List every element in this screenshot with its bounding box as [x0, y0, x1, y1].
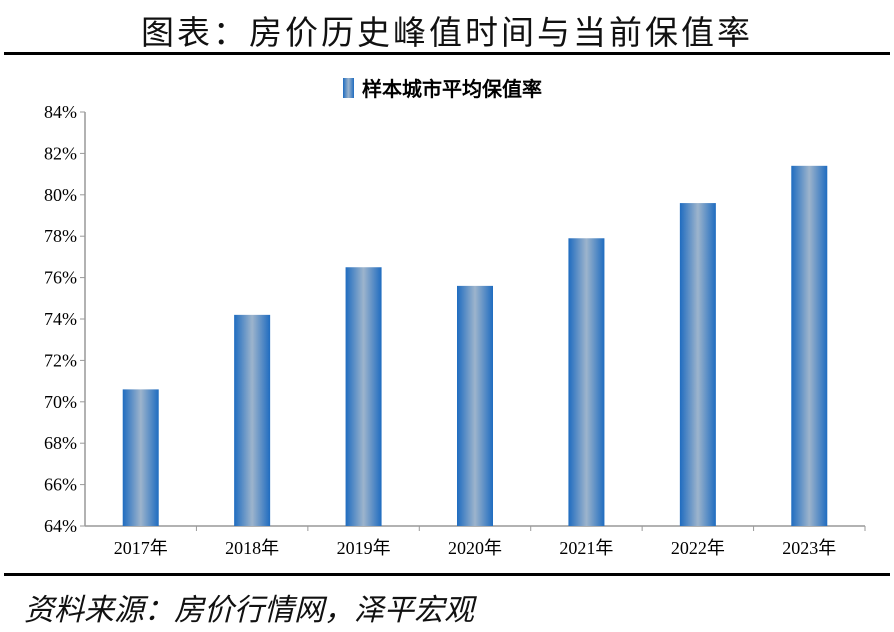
legend-label: 样本城市平均保值率	[362, 77, 542, 101]
x-tick-label: 2018年	[225, 538, 279, 558]
x-tick-label: 2020年	[448, 538, 502, 558]
y-tick-label: 72%	[44, 350, 77, 370]
x-tick-label: 2017年	[114, 538, 168, 558]
x-tick-label: 2022年	[671, 538, 725, 558]
y-tick-label: 76%	[44, 268, 77, 288]
y-tick-label: 78%	[44, 226, 77, 246]
x-tick-label: 2021年	[559, 538, 613, 558]
top-divider	[4, 52, 890, 55]
y-tick-label: 74%	[44, 309, 77, 329]
bar-2023年	[791, 165, 828, 526]
y-tick-label: 82%	[44, 143, 77, 163]
source-note: 资料来源：房价行情网，泽平宏观	[24, 593, 474, 628]
y-tick-label: 66%	[44, 475, 77, 495]
bar-2020年	[457, 285, 493, 526]
bar-2019年	[345, 267, 382, 526]
bar-2021年	[568, 238, 605, 526]
x-tick-label: 2023年	[782, 538, 836, 558]
bar-2018年	[234, 314, 271, 526]
y-tick-label: 68%	[44, 433, 77, 453]
bar-2017年	[122, 389, 159, 526]
y-tick-label: 80%	[44, 185, 77, 205]
page-title: 图表：房价历史峰值时间与当前保值率	[141, 13, 753, 52]
x-tick-label: 2019年	[337, 538, 391, 558]
y-tick-label: 64%	[44, 516, 77, 536]
bar-2022年	[679, 203, 716, 526]
legend-swatch	[343, 78, 354, 98]
bottom-divider	[4, 573, 890, 576]
y-tick-label: 70%	[44, 392, 77, 412]
y-tick-label: 84%	[44, 102, 77, 122]
